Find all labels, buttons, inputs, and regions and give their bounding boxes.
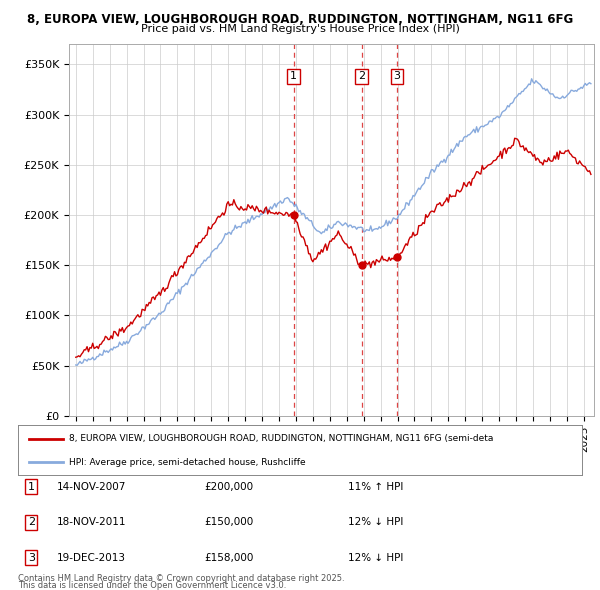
Text: This data is licensed under the Open Government Licence v3.0.: This data is licensed under the Open Gov… bbox=[18, 581, 286, 590]
Text: 1: 1 bbox=[28, 482, 35, 491]
Text: HPI: Average price, semi-detached house, Rushcliffe: HPI: Average price, semi-detached house,… bbox=[69, 458, 305, 467]
Text: 12% ↓ HPI: 12% ↓ HPI bbox=[348, 553, 403, 562]
Text: 12% ↓ HPI: 12% ↓ HPI bbox=[348, 517, 403, 527]
Text: 3: 3 bbox=[28, 553, 35, 562]
Text: 2: 2 bbox=[358, 71, 365, 81]
Text: 18-NOV-2011: 18-NOV-2011 bbox=[57, 517, 127, 527]
Text: 1: 1 bbox=[290, 71, 297, 81]
Text: £158,000: £158,000 bbox=[204, 553, 253, 562]
Text: £150,000: £150,000 bbox=[204, 517, 253, 527]
Text: 3: 3 bbox=[394, 71, 400, 81]
Text: Price paid vs. HM Land Registry's House Price Index (HPI): Price paid vs. HM Land Registry's House … bbox=[140, 24, 460, 34]
Text: 11% ↑ HPI: 11% ↑ HPI bbox=[348, 482, 403, 491]
Text: 2: 2 bbox=[28, 517, 35, 527]
Text: £200,000: £200,000 bbox=[204, 482, 253, 491]
Text: Contains HM Land Registry data © Crown copyright and database right 2025.: Contains HM Land Registry data © Crown c… bbox=[18, 573, 344, 583]
Text: 14-NOV-2007: 14-NOV-2007 bbox=[57, 482, 127, 491]
Text: 19-DEC-2013: 19-DEC-2013 bbox=[57, 553, 126, 562]
Text: 8, EUROPA VIEW, LOUGHBOROUGH ROAD, RUDDINGTON, NOTTINGHAM, NG11 6FG: 8, EUROPA VIEW, LOUGHBOROUGH ROAD, RUDDI… bbox=[27, 13, 573, 26]
Text: 8, EUROPA VIEW, LOUGHBOROUGH ROAD, RUDDINGTON, NOTTINGHAM, NG11 6FG (semi-deta: 8, EUROPA VIEW, LOUGHBOROUGH ROAD, RUDDI… bbox=[69, 434, 493, 443]
